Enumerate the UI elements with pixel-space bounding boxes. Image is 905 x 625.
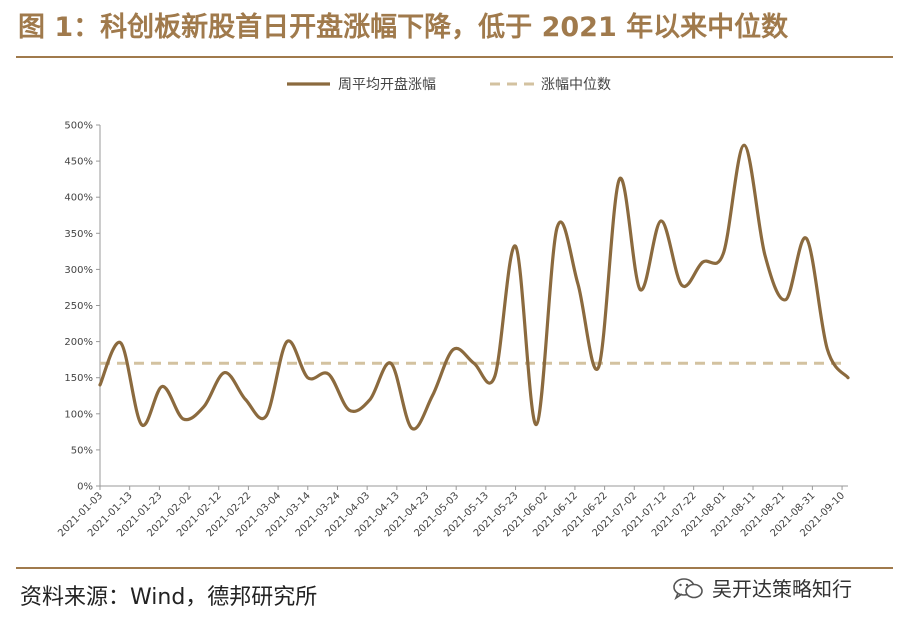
y-tick-label: 100% (64, 409, 93, 420)
y-tick-label: 500% (64, 121, 93, 132)
y-tick-label: 0% (77, 482, 93, 493)
page-title: 图 1：科创板新股首日开盘涨幅下降，低于 2021 年以来中位数 (18, 12, 789, 43)
y-tick-label: 450% (64, 157, 93, 168)
series-layer (98, 143, 850, 431)
weekly-avg-line (98, 143, 850, 431)
watermark-text: 吴开达策略知行 (712, 577, 852, 601)
wechat-icon (673, 578, 703, 601)
legend-label-median: 涨幅中位数 (541, 77, 611, 93)
y-tick-label: 400% (64, 193, 93, 204)
watermark: 吴开达策略知行 (672, 574, 852, 604)
y-axis: 0% 50% 100% 150% 200% 250% 300% 350% 400% 450% 500… (64, 121, 101, 493)
x-axis: 2021-01-032021-01-132021-01-232021-02-02… (56, 485, 848, 539)
source-note: 资料来源：Wind，德邦研究所 (20, 585, 318, 610)
chart-legend: 周平均开盘涨幅 涨幅中位数 (287, 76, 611, 93)
y-tick-label: 250% (64, 301, 93, 312)
footer-divider (16, 567, 893, 569)
y-tick-label: 50% (71, 445, 93, 456)
line-chart: 周平均开盘涨幅 涨幅中位数 0% 50% 100% 150% 200% 250% 300% 35… (56, 76, 850, 539)
y-tick-label: 300% (64, 265, 93, 276)
y-tick-label: 350% (64, 229, 93, 240)
legend-label-weekly-avg: 周平均开盘涨幅 (338, 76, 436, 93)
y-tick-label: 200% (64, 337, 93, 348)
y-tick-label: 150% (64, 373, 93, 384)
title-divider (16, 56, 893, 58)
